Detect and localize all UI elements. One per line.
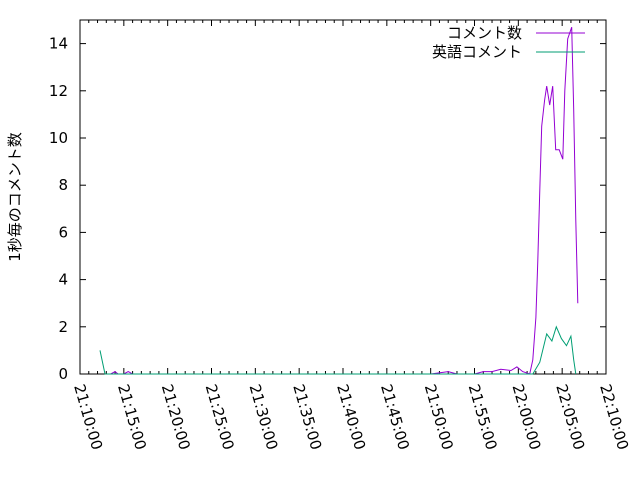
legend-label-1: コメント数 — [447, 24, 522, 42]
x-tick-label: 22:05:00 — [552, 382, 588, 452]
series-line-1 — [111, 27, 578, 374]
y-axis-label: 1秒毎のコメント数 — [6, 132, 24, 262]
y-tick-label: 4 — [58, 271, 68, 289]
x-tick-label: 21:35:00 — [289, 382, 325, 452]
x-tick-label: 21:15:00 — [114, 382, 150, 452]
series-line-2 — [100, 327, 576, 374]
y-tick-label: 6 — [58, 223, 68, 241]
x-tick-label: 22:10:00 — [596, 382, 632, 452]
y-tick-label: 14 — [49, 35, 68, 53]
x-tick-label: 21:50:00 — [421, 382, 457, 452]
x-tick-label: 21:30:00 — [245, 382, 281, 452]
x-tick-label: 22:00:00 — [508, 382, 544, 452]
legend-label-2: 英語コメント — [432, 43, 522, 61]
x-tick-label: 21:20:00 — [158, 382, 194, 452]
y-tick-label: 2 — [58, 318, 68, 336]
y-tick-label: 8 — [58, 176, 68, 194]
x-tick-label: 21:55:00 — [465, 382, 501, 452]
series-group — [100, 27, 578, 374]
y-tick-label: 0 — [58, 365, 68, 383]
x-tick-label: 21:40:00 — [333, 382, 369, 452]
plot-border — [80, 20, 606, 374]
x-tick-label: 21:10:00 — [70, 382, 106, 452]
x-tick-label: 21:25:00 — [202, 382, 238, 452]
x-tick-label: 21:45:00 — [377, 382, 413, 452]
y-tick-label: 12 — [49, 82, 68, 100]
y-tick-label: 10 — [49, 129, 68, 147]
